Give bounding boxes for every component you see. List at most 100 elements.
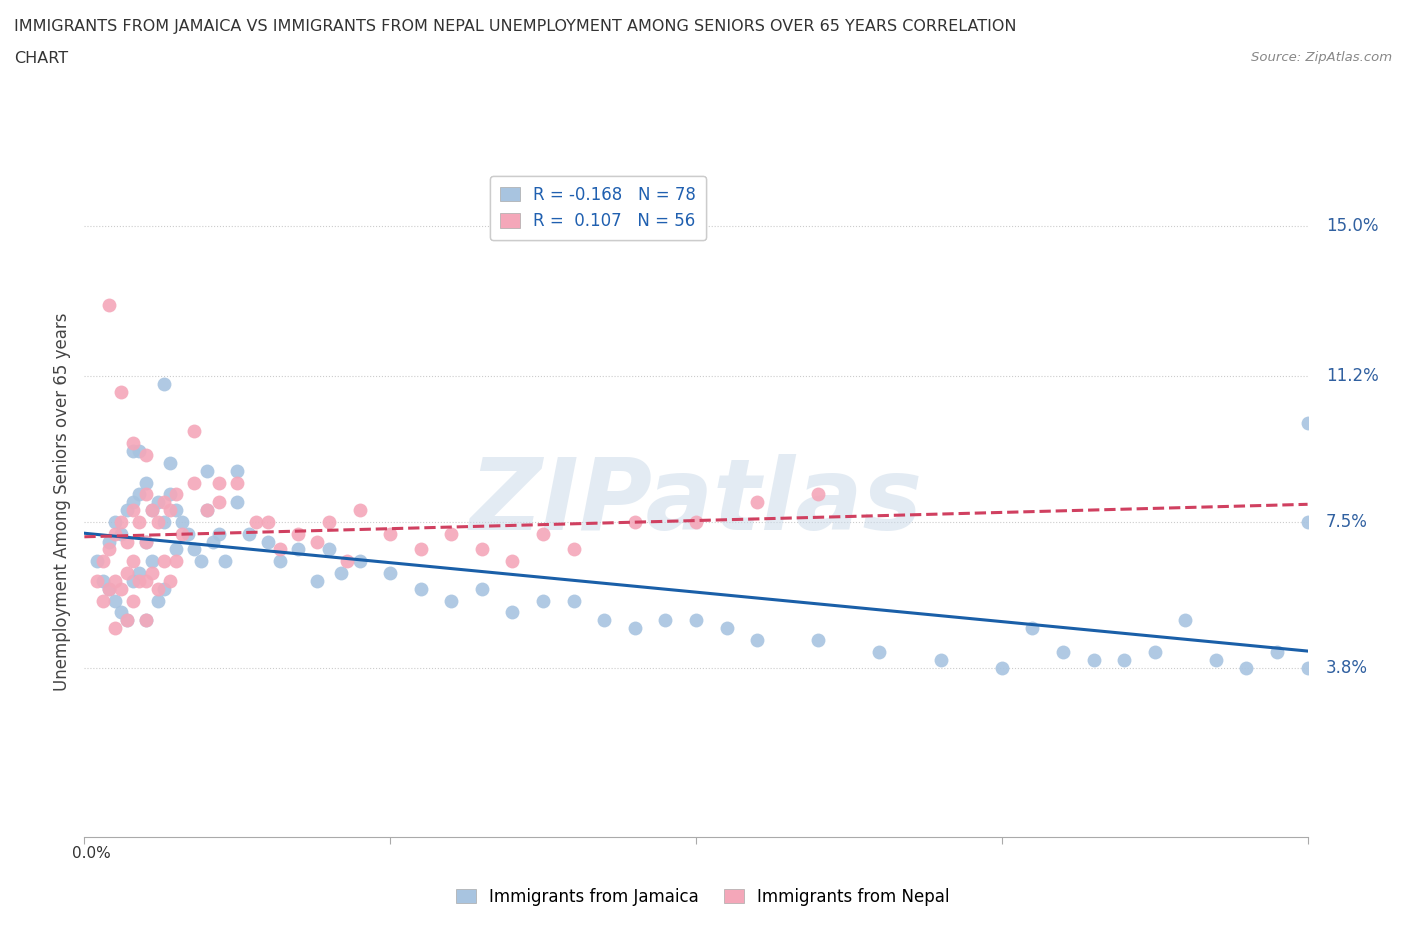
Point [159,456,181,471]
Point [238,526,260,541]
Point [245,514,267,529]
Point [440,526,463,541]
Point [330,565,353,580]
Point [1114,652,1136,667]
Point [269,542,291,557]
Point [562,542,585,557]
Point [409,542,432,557]
Point [172,526,194,541]
Point [562,593,585,608]
Point [135,475,157,490]
Point [122,444,145,458]
Point [122,554,145,569]
Text: ZIPatlas: ZIPatlas [470,454,922,551]
Point [747,495,769,510]
Point [183,475,205,490]
Point [183,424,205,439]
Point [991,660,1014,675]
Point [208,475,231,490]
Point [115,565,138,580]
Point [141,554,163,569]
Point [135,447,157,462]
Point [685,514,707,529]
Point [349,554,371,569]
Legend: Immigrants from Jamaica, Immigrants from Nepal: Immigrants from Jamaica, Immigrants from… [450,881,956,912]
Point [1143,644,1166,659]
Point [115,534,138,549]
Point [531,593,554,608]
Point [104,621,127,636]
Point [305,574,328,589]
Point [593,613,616,628]
Point [110,514,132,529]
Point [110,605,132,620]
Text: 15.0%: 15.0% [1326,218,1378,235]
Point [115,613,138,628]
Point [104,593,127,608]
Point [97,542,120,557]
Point [929,652,952,667]
Point [1296,514,1319,529]
Point [91,554,114,569]
Point [201,534,224,549]
Point [208,526,231,541]
Point [226,463,249,478]
Point [257,514,280,529]
Point [86,554,108,569]
Point [287,542,309,557]
Point [141,502,163,517]
Point [115,613,138,628]
Point [624,514,647,529]
Point [110,526,132,541]
Point [336,554,359,569]
Point [128,574,150,589]
Point [195,463,218,478]
Point [716,621,738,636]
Point [91,574,114,589]
Point [165,542,187,557]
Point [153,514,176,529]
Point [122,574,145,589]
Point [1296,416,1319,431]
Point [318,542,340,557]
Point [269,554,291,569]
Point [654,613,676,628]
Point [153,495,176,510]
Point [91,593,114,608]
Point [165,502,187,517]
Point [97,534,120,549]
Point [747,632,769,647]
Point [128,444,150,458]
Point [159,574,181,589]
Point [165,554,187,569]
Text: Source: ZipAtlas.com: Source: ZipAtlas.com [1251,51,1392,64]
Point [471,581,494,596]
Text: CHART: CHART [14,51,67,66]
Point [349,502,371,517]
Text: 3.8%: 3.8% [1326,658,1368,677]
Point [165,487,187,502]
Point [104,526,127,541]
Point [104,574,127,589]
Point [135,534,157,549]
Point [97,581,120,596]
Point [380,526,402,541]
Point [226,495,249,510]
Point [685,613,707,628]
Point [214,554,236,569]
Y-axis label: Unemployment Among Seniors over 65 years: Unemployment Among Seniors over 65 years [53,313,72,691]
Point [115,502,138,517]
Point [208,495,231,510]
Point [122,593,145,608]
Point [141,565,163,580]
Point [97,581,120,596]
Point [1083,652,1105,667]
Point [146,593,169,608]
Point [141,502,163,517]
Point [305,534,328,549]
Point [135,574,157,589]
Point [153,581,176,596]
Point [195,502,218,517]
Point [159,487,181,502]
Point [190,554,212,569]
